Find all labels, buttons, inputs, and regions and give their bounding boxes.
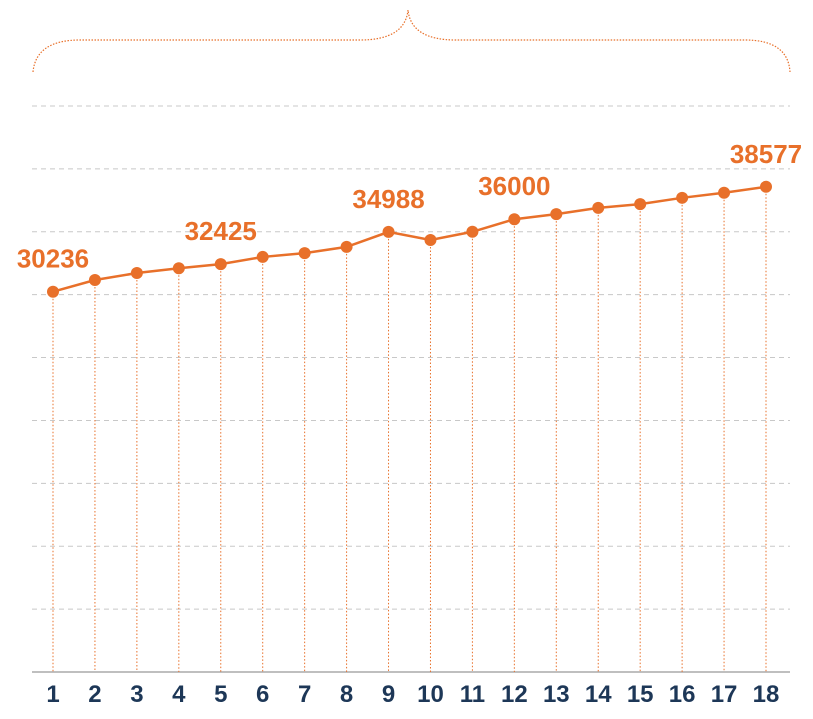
x-tick-label: 15 <box>627 681 654 708</box>
point <box>88 274 101 287</box>
x-tick-label: 4 <box>172 681 186 708</box>
x-tick-label: 14 <box>585 681 612 708</box>
point <box>676 191 689 204</box>
point <box>634 198 647 211</box>
point <box>718 186 731 199</box>
value-label: 34988 <box>352 184 424 214</box>
brace <box>32 9 791 73</box>
x-tick-label: 10 <box>417 681 444 708</box>
x-tick-label: 18 <box>753 681 780 708</box>
point <box>47 285 59 298</box>
point <box>550 208 563 221</box>
x-tick-label: 12 <box>501 681 528 708</box>
x-tick-label: 17 <box>711 681 738 708</box>
point <box>760 180 772 193</box>
point <box>382 225 395 238</box>
point <box>298 247 311 260</box>
value-label: 36000 <box>478 171 550 201</box>
point <box>256 250 269 263</box>
point <box>466 225 479 238</box>
x-tick-label: 9 <box>382 681 395 708</box>
point <box>340 240 353 253</box>
point <box>172 262 185 275</box>
line <box>52 185 767 293</box>
x-tick-label: 5 <box>214 681 227 708</box>
point <box>508 213 521 226</box>
value-label: 30236 <box>17 244 89 274</box>
x-tick-label: 16 <box>669 681 696 708</box>
point <box>130 267 143 280</box>
point <box>214 258 227 271</box>
value-label: 38577 <box>730 139 802 169</box>
point <box>424 233 437 246</box>
x-tick-label: 11 <box>460 681 485 708</box>
value-label: 32425 <box>185 216 257 246</box>
x-tick-label: 1 <box>46 681 59 708</box>
point <box>592 201 605 214</box>
x-tick-label: 8 <box>340 681 353 708</box>
x-tick-label: 7 <box>298 681 311 708</box>
x-tick-label: 3 <box>130 681 143 708</box>
x-tick-label: 6 <box>256 681 269 708</box>
x-tick-label: 2 <box>88 681 101 708</box>
x-tick-label: 13 <box>543 681 570 708</box>
